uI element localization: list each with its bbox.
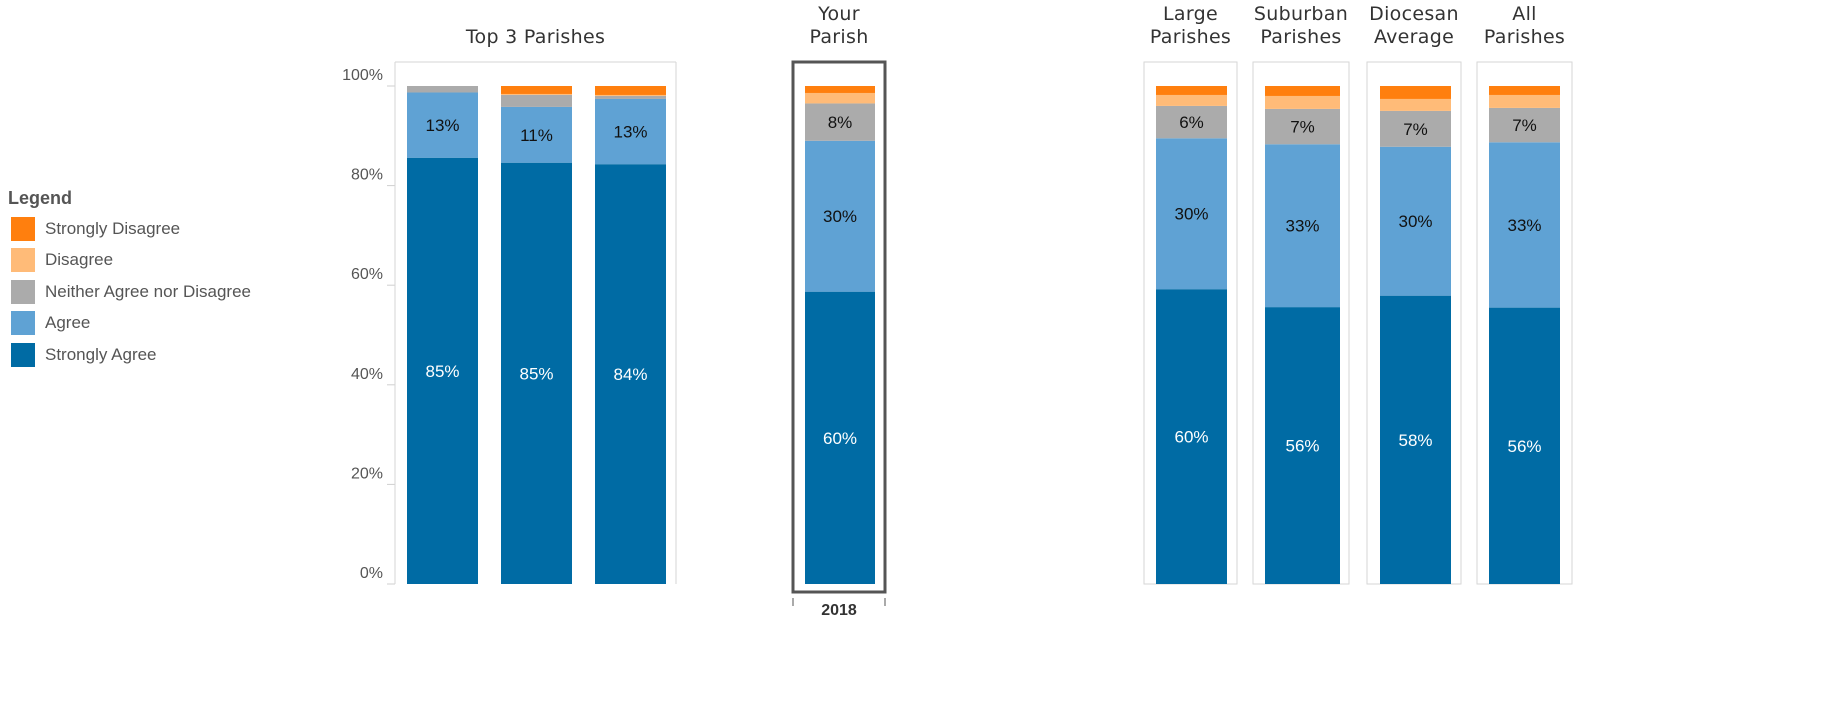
data-label: 33% bbox=[1285, 217, 1319, 236]
panel-title: Diocesan bbox=[1369, 3, 1459, 25]
bar-segment bbox=[501, 94, 572, 107]
data-label: 58% bbox=[1398, 431, 1432, 450]
panel-title: Large bbox=[1163, 3, 1218, 25]
panel-title: All bbox=[1512, 3, 1536, 25]
legend-label: Agree bbox=[45, 313, 91, 333]
data-label: 13% bbox=[613, 123, 647, 142]
bar-segment bbox=[595, 86, 666, 95]
bar-segment bbox=[1489, 307, 1560, 584]
bar-segment bbox=[1380, 146, 1451, 296]
x-axis-label: 2018 bbox=[821, 602, 857, 619]
data-label: 6% bbox=[1179, 113, 1204, 132]
data-label: 8% bbox=[828, 113, 853, 132]
bar-segment bbox=[805, 291, 875, 584]
bar-segment bbox=[1156, 94, 1227, 106]
data-label: 60% bbox=[823, 429, 857, 448]
bar-segment bbox=[1380, 295, 1451, 584]
bar-segment bbox=[1489, 86, 1560, 95]
bar-segment bbox=[1265, 108, 1340, 145]
legend-label: Disagree bbox=[45, 250, 114, 270]
panel-title: Parishes bbox=[1150, 26, 1231, 48]
bar-segment bbox=[501, 162, 572, 584]
bar-segment bbox=[595, 95, 666, 99]
bar-segment bbox=[595, 164, 666, 584]
legend-label: Neither Agree nor Disagree bbox=[45, 281, 252, 301]
legend-title: Legend bbox=[8, 188, 73, 208]
panel-title: Top 3 Parishes bbox=[465, 26, 605, 48]
bar-segment bbox=[501, 106, 572, 163]
bar-segment bbox=[1265, 95, 1340, 109]
bar-segment bbox=[805, 103, 875, 141]
bar-segment bbox=[805, 86, 875, 93]
data-label: 56% bbox=[1507, 437, 1541, 456]
data-label: 85% bbox=[425, 362, 459, 381]
legend-items: Strongly Disagree Disagree Neither Agree n… bbox=[8, 213, 251, 371]
bar-segment bbox=[1265, 144, 1340, 308]
y-tick-label: 100% bbox=[342, 67, 383, 84]
bar-segment bbox=[595, 94, 666, 96]
bar-segment bbox=[1156, 86, 1227, 95]
bar-segment bbox=[805, 140, 875, 292]
panel-title: Average bbox=[1374, 26, 1454, 48]
bar-segment bbox=[1489, 94, 1560, 108]
panel-title: Suburban bbox=[1254, 3, 1348, 25]
bar-segment bbox=[1156, 105, 1227, 139]
legend: Legend Strongly Disagree Disagree Neither … bbox=[8, 188, 251, 371]
bar-segment bbox=[407, 157, 478, 584]
legend-swatch bbox=[11, 279, 35, 304]
bar-segment bbox=[1265, 86, 1340, 96]
legend-item: Agree bbox=[8, 308, 251, 340]
legend-swatch bbox=[11, 248, 35, 273]
legend-label: Strongly Disagree bbox=[45, 218, 181, 238]
data-label: 33% bbox=[1507, 216, 1541, 235]
data-label: 30% bbox=[823, 207, 857, 226]
panel-title: Parish bbox=[809, 26, 868, 48]
data-label: 60% bbox=[1174, 428, 1208, 447]
legend-swatch bbox=[11, 216, 35, 241]
data-label: 56% bbox=[1285, 437, 1319, 456]
legend-item: Disagree bbox=[8, 245, 251, 277]
bar-segment bbox=[1489, 107, 1560, 143]
data-label: 13% bbox=[425, 116, 459, 135]
y-tick-label: 20% bbox=[351, 465, 383, 482]
data-label: 7% bbox=[1512, 116, 1537, 135]
data-label: 84% bbox=[613, 365, 647, 384]
y-tick-label: 60% bbox=[351, 266, 383, 283]
data-label: 7% bbox=[1290, 118, 1315, 137]
legend-swatch bbox=[11, 311, 35, 336]
y-tick-label: 80% bbox=[351, 167, 383, 184]
bar-segment bbox=[1380, 98, 1451, 111]
legend-item: Strongly Agree bbox=[8, 339, 251, 371]
data-label: 30% bbox=[1398, 212, 1432, 231]
legend-item: Strongly Disagree bbox=[8, 213, 251, 245]
data-label: 11% bbox=[520, 126, 553, 145]
bar-segment bbox=[1380, 86, 1451, 99]
bar-segment bbox=[1265, 307, 1340, 584]
panel-title: Parishes bbox=[1484, 26, 1565, 48]
data-label: 30% bbox=[1174, 205, 1208, 224]
data-label: 7% bbox=[1403, 120, 1428, 139]
legend-item: Neither Agree nor Disagree bbox=[8, 276, 251, 308]
panel-title: Your bbox=[817, 3, 860, 25]
legend-swatch bbox=[11, 342, 35, 367]
bar-segment bbox=[805, 92, 875, 104]
y-tick-label: 0% bbox=[360, 565, 383, 582]
bar-segment bbox=[501, 86, 572, 94]
bar-segment bbox=[501, 93, 572, 95]
your-parish-highlight-frame bbox=[791, 60, 887, 594]
bar-segment bbox=[1156, 138, 1227, 290]
y-tick-label: 40% bbox=[351, 366, 383, 383]
bar-segment bbox=[1380, 110, 1451, 147]
data-label: 85% bbox=[519, 364, 553, 383]
panel-title: Parishes bbox=[1260, 26, 1341, 48]
bar-segment bbox=[1489, 142, 1560, 308]
bar-segment bbox=[595, 98, 666, 165]
bar-segment bbox=[1156, 289, 1227, 584]
legend-label: Strongly Agree bbox=[45, 344, 157, 364]
bar-segment bbox=[407, 92, 478, 158]
bar-segment bbox=[407, 86, 478, 93]
